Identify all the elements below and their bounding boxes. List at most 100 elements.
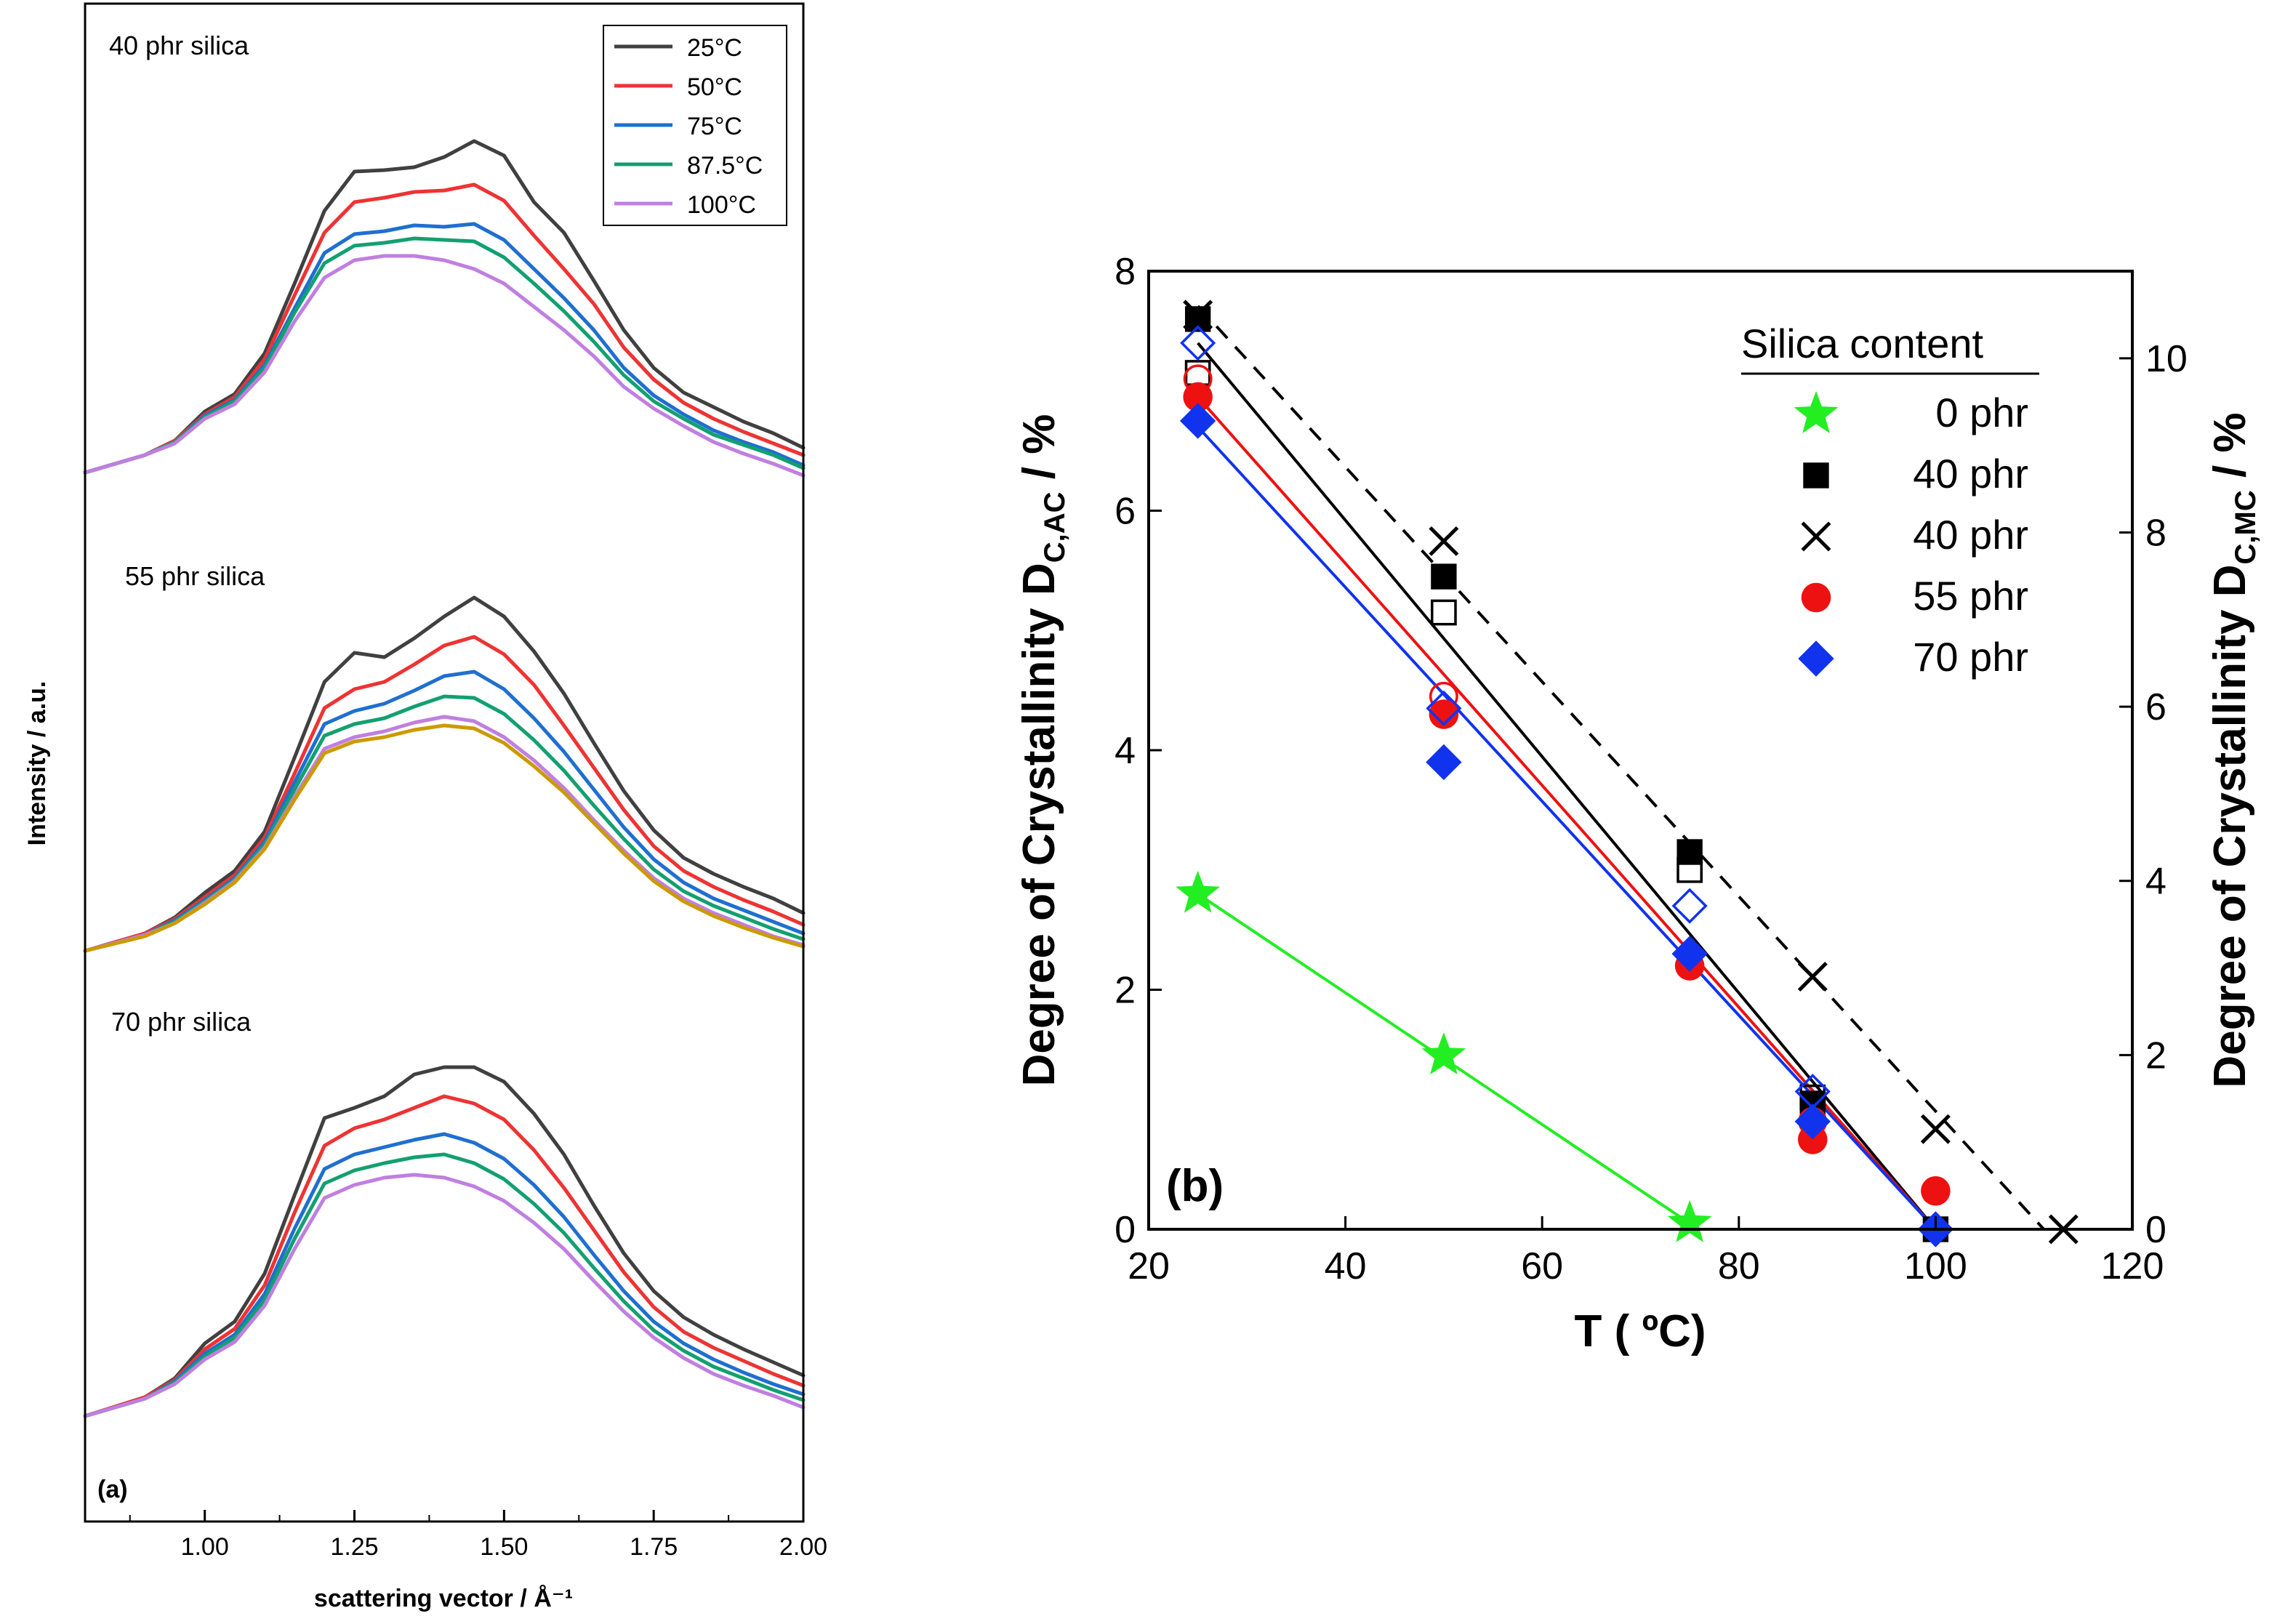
legend-a-label-2: 75°C: [687, 113, 742, 140]
panel-a-x-tick-label-0: 1.00: [181, 1533, 229, 1561]
panel-b-y2-axis-title-suffix: / %: [2205, 412, 2255, 490]
legend-a-label-3: 87.5°C: [687, 152, 763, 180]
legend-b-marker-4: [1798, 640, 1834, 677]
panel-b-fit-40-phr-1: [1197, 342, 1937, 1231]
panel-b-y2-tick-label-0: 0: [2145, 1209, 2166, 1251]
panel-a-line-70-phr-silica-0: [83, 1065, 806, 1418]
panel-b-y2-axis-title-main: Degree of Crystallinity D: [2205, 564, 2255, 1088]
panel-b-point-70-phr-open-7-3: [1794, 1073, 1831, 1110]
panel-b-point-0-phr-0-2: [1667, 1199, 1712, 1242]
legend-b-label-0: 0 phr: [1935, 390, 2028, 435]
panel-a-x-tick-label-1: 1.25: [330, 1533, 378, 1561]
panel-b-point-70-phr-open-7-1: [1426, 690, 1462, 726]
panel-b-point-40-phr-3-1: [1429, 526, 1459, 556]
panel-a-group-titles: 40 phr silica 55 phr silica 70 phr silica: [109, 31, 265, 1037]
panel-a-line-70-phr-silica-4: [83, 1173, 806, 1418]
panel-a-plot-frame: [84, 2, 805, 1523]
panel-b-x-tick-label-5: 120: [2101, 1245, 2164, 1287]
panel-b-label: (b): [1166, 1161, 1224, 1211]
panel-a-line-70-phr-silica-2: [83, 1132, 806, 1418]
legend-b-marker-0: [1794, 391, 1839, 433]
legend-b-marker-2: [1801, 521, 1831, 552]
panel-a-scattering: 1.00 1.25 1.50 1.75 2.00 40 phr silica 55 phr…: [23, 2, 827, 1612]
legend-b-label-4: 70 phr: [1913, 634, 2028, 680]
panel-a-x-tick-label-4: 2.00: [779, 1533, 827, 1561]
panel-b-fit-55-phr-4: [1197, 395, 1937, 1231]
panel-a-x-tick-label-2: 1.50: [480, 1533, 528, 1561]
panel-b-y2-axis-title-sub: C,MC: [2230, 490, 2262, 564]
panel-b-y-tick-label-3: 6: [1115, 491, 1136, 533]
legend-b-marker-3: [1801, 582, 1831, 613]
panel-b-y-axis-title-sub: C,AC: [1039, 491, 1071, 563]
panel-b-point-70-phr-6-1: [1426, 744, 1462, 781]
panel-b-point-70-phr-open-7-0: [1180, 325, 1216, 361]
panel-b-y2-tick-label-5: 10: [2145, 338, 2188, 380]
panel-b-point-55-phr-open-5-1: [1429, 681, 1458, 711]
panel-b-legend: Silica content 0 phr 40 phr 40 phr 55 ph…: [1741, 321, 2039, 680]
panel-b-point-70-phr-6-2: [1671, 936, 1708, 972]
panel-b-y-tick-label-4: 8: [1115, 251, 1136, 293]
panel-b-x-tick-label-1: 40: [1325, 1245, 1367, 1287]
panel-a-line-40-phr-silica-0: [83, 139, 806, 475]
panel-a-line-55-phr-silica-5: [83, 723, 806, 953]
panel-b-y-tick-label-0: 0: [1115, 1209, 1136, 1251]
panel-b-point-55-phr-open-5-0: [1183, 364, 1213, 394]
panel-a-line-40-phr-silica-3: [83, 236, 806, 475]
panel-a-label: (a): [97, 1476, 128, 1503]
panel-b-x-tick-label-0: 20: [1128, 1245, 1170, 1287]
legend-b-label-2: 40 phr: [1913, 512, 2028, 558]
panel-a-line-70-phr-silica-1: [83, 1094, 806, 1418]
panel-b-point-40-phr-3-0: [1183, 300, 1213, 330]
panel-b-point-70-phr-6-3: [1794, 1104, 1831, 1140]
panel-b-fit-40-phr-3: [1197, 305, 2045, 1231]
panel-a-x-ticks: 1.00 1.25 1.50 1.75 2.00: [129, 1510, 827, 1561]
panel-b-y-axis-title-suffix: / %: [1014, 414, 1064, 492]
legend-b-marker-1: [1803, 462, 1829, 489]
panel-b-y-tick-label-2: 4: [1115, 730, 1136, 772]
panel-a-group-title-0: 40 phr silica: [109, 31, 249, 60]
panel-b-x-tick-label-2: 60: [1521, 1245, 1563, 1287]
panel-b-point-40-phr-open-2-2: [1676, 856, 1703, 883]
panel-b-point-70-phr-open-7-2: [1671, 888, 1708, 924]
legend-b-markers: [1794, 391, 1839, 677]
panel-a-line-55-phr-silica-0: [83, 595, 806, 953]
panel-a-y-axis-title: Intensity / a.u.: [23, 681, 51, 846]
panel-b-point-40-phr-3-2: [1797, 962, 1828, 992]
panel-a-legend: 25°C 50°C 75°C 87.5°C 100°C: [603, 25, 787, 226]
panel-b-point-0-phr-0-1: [1421, 1032, 1466, 1074]
legend-a-label-4: 100°C: [687, 191, 756, 219]
panel-b-y-axis-title-main: Degree of Crystallinity D: [1014, 563, 1064, 1086]
panel-a-line-40-phr-silica-4: [83, 254, 806, 478]
panel-b-x-tick-label-4: 100: [1904, 1245, 1967, 1287]
panel-b-x-tick-label-3: 80: [1718, 1245, 1760, 1287]
panel-b-y2-tick-label-2: 4: [2145, 861, 2166, 903]
panel-b-point-55-phr-4-4: [1921, 1176, 1951, 1206]
panel-b-point-40-phr-3-3: [1920, 1114, 1951, 1144]
panel-b-point-70-phr-6-0: [1179, 403, 1216, 439]
panel-b-y-axis-title: Degree of Crystallinity DC,AC / %: [1014, 414, 1071, 1087]
panel-a-line-70-phr-silica-3: [83, 1152, 806, 1418]
panel-a-series-lines: [83, 139, 806, 1418]
legend-a-label-1: 50°C: [687, 73, 742, 101]
panel-b-point-40-phr-open-2-1: [1431, 599, 1457, 626]
panel-b-y2-axis-title: Degree of Crystallinity DC,MC / %: [2205, 412, 2262, 1088]
panel-b-y-tick-label-1: 2: [1115, 970, 1136, 1012]
legend-a-label-0: 25°C: [687, 34, 742, 62]
legend-b-label-3: 55 phr: [1913, 573, 2028, 619]
panel-b-y2-tick-label-3: 6: [2145, 686, 2166, 728]
panel-a-line-40-phr-silica-1: [83, 182, 806, 475]
legend-b-title: Silica content: [1741, 321, 1984, 366]
panel-b-y2-tick-label-4: 8: [2145, 512, 2166, 554]
panel-a-x-axis-title: scattering vector / Å⁻¹: [314, 1585, 573, 1612]
panel-b-point-0-phr-0-0: [1176, 870, 1221, 913]
panel-a-group-title-1: 55 phr silica: [125, 561, 265, 591]
panel-b-y2-tick-label-1: 2: [2145, 1034, 2166, 1077]
panel-a-x-tick-label-3: 1.75: [630, 1533, 678, 1561]
legend-b-label-1: 40 phr: [1913, 451, 2028, 497]
panel-b-x-axis-title: T ( ºC): [1574, 1306, 1706, 1356]
panel-a-line-55-phr-silica-1: [83, 635, 806, 953]
panel-b-point-40-phr-1-2: [1676, 839, 1703, 865]
